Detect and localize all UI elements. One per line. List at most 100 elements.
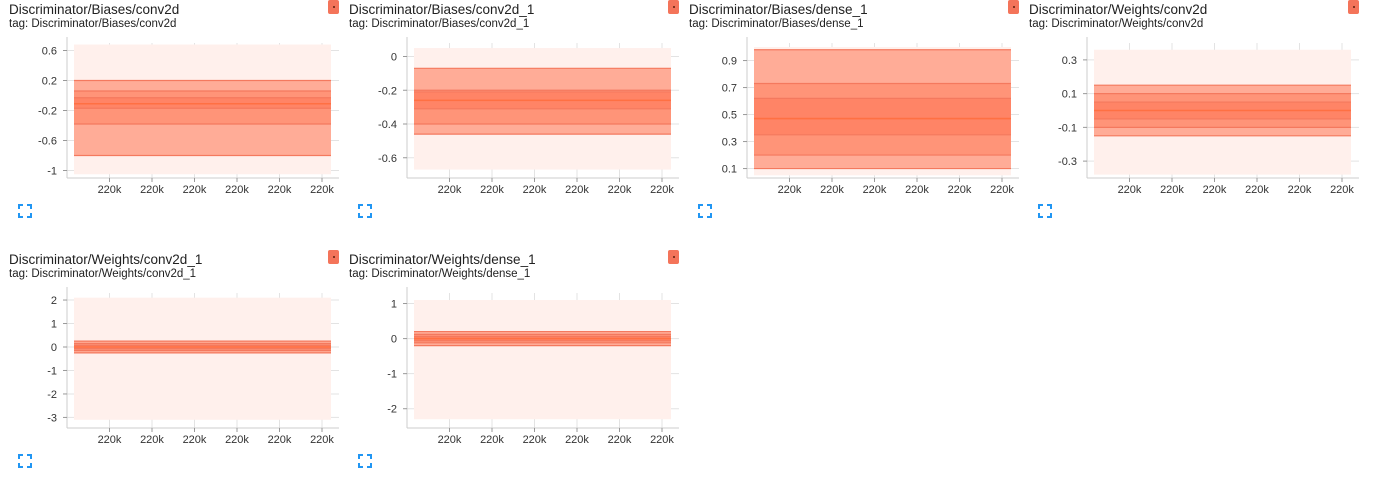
y-tick-label: 0 — [391, 52, 397, 64]
y-tick-label: -0.4 — [378, 119, 397, 131]
x-tick-label: 220k — [990, 184, 1014, 196]
y-tick-label: 0.6 — [42, 46, 57, 58]
y-tick-label: 0.7 — [722, 83, 737, 95]
x-tick-label: 220k — [650, 434, 674, 446]
card-tag: tag: Discriminator/Biases/dense_1 — [689, 18, 864, 30]
histogram-card-1: Discriminator/Biases/conv2d tag: Discrim… — [9, 0, 339, 231]
y-tick-label: -0.6 — [378, 153, 397, 165]
y-tick-label: -0.2 — [378, 85, 397, 97]
y-tick-label: -1 — [387, 369, 397, 381]
x-tick-label: 220k — [1118, 184, 1142, 196]
x-tick-label: 220k — [268, 434, 292, 446]
x-tick-label: 220k — [140, 184, 164, 196]
y-tick-label: 0.9 — [722, 56, 737, 68]
y-tick-label: -1 — [47, 166, 57, 178]
x-tick-label: 220k — [820, 184, 844, 196]
histogram-chart: -1 -0.6 -0.2 0.2 0.6 220k 220k 220k 220k 220k 220k — [38, 37, 339, 196]
y-tick-label: -2 — [387, 404, 397, 416]
y-tick-label: 2 — [51, 295, 57, 307]
x-tick-label: 220k — [565, 434, 589, 446]
histogram-card-6: Discriminator/Weights/dense_1 tag: Discr… — [349, 250, 679, 481]
card-tag: tag: Discriminator/Weights/dense_1 — [349, 268, 531, 280]
x-tick-label: 220k — [225, 184, 249, 196]
y-tick-label: 0.5 — [722, 110, 737, 122]
fullscreen-expand-icon[interactable] — [698, 204, 712, 218]
y-tick-label: 0 — [391, 334, 397, 346]
histogram-card-4: Discriminator/Weights/conv2d tag: Discri… — [1029, 0, 1359, 231]
x-tick-label: 220k — [1203, 184, 1227, 196]
x-tick-label: 220k — [905, 184, 929, 196]
x-tick-label: 220k — [480, 184, 504, 196]
histogram-chart: -0.3 -0.1 0.1 0.3 220k 220k 220k 220k 220k 220k — [1058, 37, 1359, 196]
card-title: Discriminator/Biases/dense_1 — [689, 2, 868, 17]
distribution-band-1 — [74, 297, 331, 420]
y-tick-label: 1 — [51, 319, 57, 331]
fullscreen-expand-icon[interactable] — [18, 204, 32, 218]
x-tick-label: 220k — [778, 184, 802, 196]
x-tick-label: 220k — [98, 184, 122, 196]
run-color-icon[interactable] — [1008, 0, 1019, 14]
x-tick-label: 220k — [310, 184, 334, 196]
card-tag: tag: Discriminator/Weights/conv2d — [1029, 18, 1204, 30]
histogram-chart: -2 -1 0 1 220k 220k 220k 220k 220k 220k — [387, 287, 679, 446]
card-title: Discriminator/Weights/conv2d_1 — [9, 252, 203, 267]
y-tick-label: -2 — [47, 389, 57, 401]
histogram-card-3: Discriminator/Biases/dense_1 tag: Discri… — [689, 0, 1019, 231]
run-color-icon[interactable] — [668, 250, 679, 264]
x-tick-label: 220k — [183, 184, 207, 196]
x-tick-label: 220k — [480, 434, 504, 446]
y-tick-label: -0.1 — [1058, 122, 1077, 134]
x-tick-label: 220k — [863, 184, 887, 196]
histogram-chart: -3 -2 -1 0 1 2 220k 220k 220k 220k 220k 220k — [47, 287, 339, 446]
fullscreen-expand-icon[interactable] — [18, 454, 32, 468]
card-title: Discriminator/Weights/conv2d — [1029, 2, 1208, 17]
histogram-chart: 0.1 0.3 0.5 0.7 0.9 220k 220k 220k 220k 220k 220k — [722, 37, 1019, 196]
y-tick-label: -0.3 — [1058, 156, 1077, 168]
x-tick-label: 220k — [523, 184, 547, 196]
x-tick-label: 220k — [650, 184, 674, 196]
run-color-icon[interactable] — [1348, 0, 1359, 14]
y-tick-label: -1 — [47, 365, 57, 377]
x-tick-label: 220k — [268, 184, 292, 196]
card-title: Discriminator/Weights/dense_1 — [349, 252, 536, 267]
y-tick-label: -0.6 — [38, 136, 57, 148]
fullscreen-expand-icon[interactable] — [358, 454, 372, 468]
y-tick-label: 0.1 — [722, 164, 737, 176]
histogram-card-2: Discriminator/Biases/conv2d_1 tag: Discr… — [349, 0, 679, 231]
card-title: Discriminator/Biases/conv2d — [9, 2, 180, 17]
y-tick-label: 0.3 — [722, 137, 737, 149]
y-tick-label: 0.3 — [1062, 55, 1077, 67]
x-tick-label: 220k — [438, 184, 462, 196]
y-tick-label: 1 — [391, 299, 397, 311]
y-tick-label: -0.2 — [38, 106, 57, 118]
y-tick-label: 0 — [51, 342, 57, 354]
x-tick-label: 220k — [98, 434, 122, 446]
histogram-card-5: Discriminator/Weights/conv2d_1 tag: Disc… — [9, 250, 339, 481]
x-tick-label: 220k — [523, 434, 547, 446]
x-tick-label: 220k — [1245, 184, 1269, 196]
fullscreen-expand-icon[interactable] — [358, 204, 372, 218]
x-tick-label: 220k — [140, 434, 164, 446]
x-tick-label: 220k — [948, 184, 972, 196]
x-tick-label: 220k — [225, 434, 249, 446]
x-tick-label: 220k — [565, 184, 589, 196]
card-tag: tag: Discriminator/Weights/conv2d_1 — [9, 268, 197, 280]
run-color-icon[interactable] — [328, 0, 339, 14]
x-tick-label: 220k — [183, 434, 207, 446]
card-tag: tag: Discriminator/Biases/conv2d_1 — [349, 18, 530, 30]
card-tag: tag: Discriminator/Biases/conv2d — [9, 18, 177, 30]
x-tick-label: 220k — [608, 184, 632, 196]
x-tick-label: 220k — [608, 434, 632, 446]
run-color-icon[interactable] — [328, 250, 339, 264]
x-tick-label: 220k — [1288, 184, 1312, 196]
distribution-band-1 — [414, 300, 671, 420]
y-tick-label: -3 — [47, 412, 57, 424]
histogram-chart: -0.6 -0.4 -0.2 0 220k 220k 220k 220k 220k 220k — [378, 37, 679, 196]
y-tick-label: 0.2 — [42, 76, 57, 88]
fullscreen-expand-icon[interactable] — [1038, 204, 1052, 218]
x-tick-label: 220k — [1330, 184, 1354, 196]
run-color-icon[interactable] — [668, 0, 679, 14]
x-tick-label: 220k — [1160, 184, 1184, 196]
x-tick-label: 220k — [438, 434, 462, 446]
x-tick-label: 220k — [310, 434, 334, 446]
